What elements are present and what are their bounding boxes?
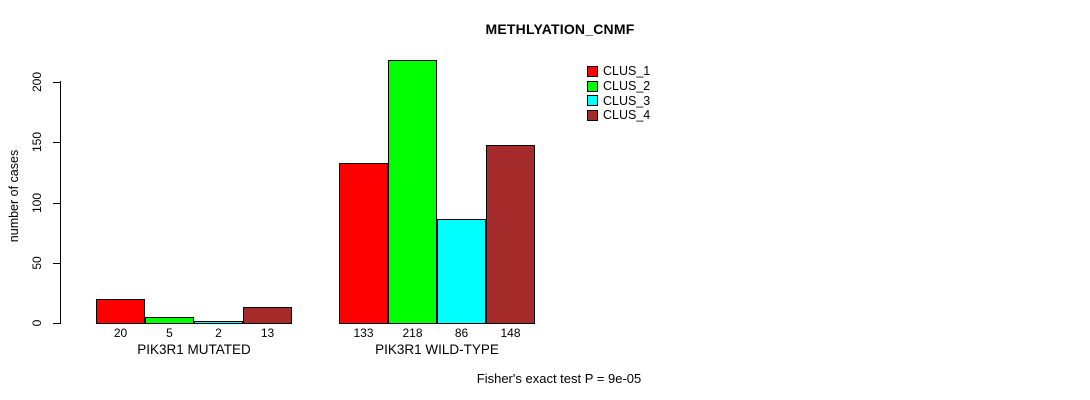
- legend-item-clus_2: CLUS_2: [587, 79, 650, 94]
- y-tick-label: 200: [30, 71, 44, 93]
- legend-swatch-clus_3: [587, 95, 598, 107]
- legend-swatch-clus_2: [587, 80, 598, 92]
- y-tick-mark: [53, 202, 60, 204]
- legend-swatch-clus_1: [587, 65, 598, 77]
- category-label-wild-type: PIK3R1 WILD-TYPE: [375, 342, 499, 357]
- bar-value-label: 20: [113, 326, 128, 340]
- y-tick-label: 100: [30, 192, 44, 213]
- legend-label: CLUS_4: [603, 108, 651, 123]
- category-label-mutated: PIK3R1 MUTATED: [137, 342, 251, 357]
- bar-clus_3-mutated: [194, 320, 243, 324]
- y-tick-label: 150: [30, 132, 44, 153]
- y-tick-mark: [53, 262, 60, 264]
- bar-clus_2-mutated: [145, 316, 194, 324]
- legend-label: CLUS_1: [603, 64, 651, 79]
- bar-value-label: 148: [500, 326, 521, 340]
- bar-clus_3-wild-type: [437, 219, 486, 324]
- y-axis-line: [60, 81, 61, 324]
- y-tick-mark: [53, 323, 60, 324]
- legend: CLUS_1 CLUS_2 CLUS_3 CLUS_4: [587, 64, 650, 123]
- legend-swatch-clus_4: [587, 109, 598, 121]
- bar-value-label: 86: [454, 326, 469, 340]
- bar-value-label: 5: [166, 326, 173, 340]
- legend-label: CLUS_3: [603, 93, 651, 108]
- y-tick-mark: [53, 142, 60, 144]
- bar-value-label: 218: [402, 326, 423, 340]
- y-axis-title: number of cases: [7, 149, 21, 243]
- bar-value-label: 2: [215, 326, 222, 340]
- legend-label: CLUS_2: [603, 79, 651, 94]
- bar-clus_4-mutated: [243, 307, 292, 324]
- y-tick-label: 50: [30, 256, 44, 270]
- y-tick-label: 0: [30, 319, 44, 327]
- chart-title: METHLYATION_CNMF: [485, 21, 635, 37]
- y-tick-mark: [53, 82, 60, 83]
- legend-item-clus_3: CLUS_3: [587, 93, 650, 108]
- legend-item-clus_1: CLUS_1: [587, 64, 650, 79]
- bar-clus_4-wild-type: [486, 144, 535, 324]
- bar-clus_1-mutated: [96, 298, 145, 324]
- legend-item-clus_4: CLUS_4: [587, 108, 650, 123]
- bar-value-label: 13: [260, 326, 275, 340]
- bar-value-label: 133: [353, 326, 374, 340]
- annotation-fisher-test: Fisher's exact test P = 9e-05: [476, 371, 642, 386]
- bar-clus_1-wild-type: [339, 162, 388, 324]
- bar-clus_2-wild-type: [388, 60, 437, 324]
